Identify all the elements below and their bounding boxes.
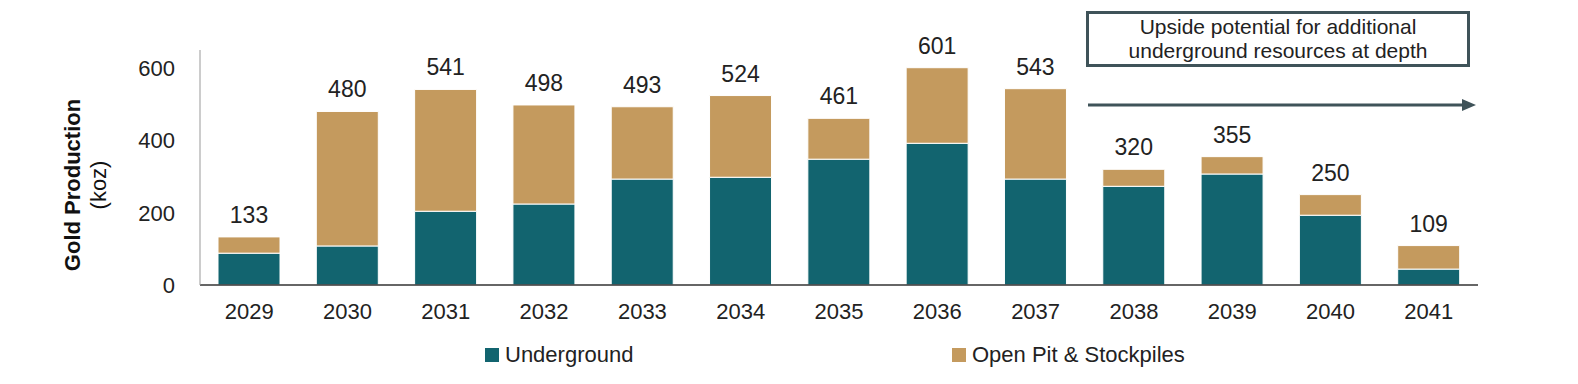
svg-text:461: 461 xyxy=(820,83,858,109)
svg-text:601: 601 xyxy=(918,33,956,59)
svg-text:2038: 2038 xyxy=(1109,299,1158,324)
svg-text:355: 355 xyxy=(1213,122,1251,148)
svg-text:2037: 2037 xyxy=(1011,299,1060,324)
svg-text:Gold Production: Gold Production xyxy=(60,99,85,271)
svg-text:250: 250 xyxy=(1311,160,1349,186)
svg-text:524: 524 xyxy=(721,61,760,87)
svg-text:200: 200 xyxy=(138,201,175,226)
svg-text:600: 600 xyxy=(138,56,175,81)
html-text:Upside potential for additiona: Upside potential for additional xyxy=(1139,15,1417,38)
svg-text:320: 320 xyxy=(1115,134,1153,160)
svg-text:2036: 2036 xyxy=(913,299,962,324)
svg-text:498: 498 xyxy=(525,70,563,96)
svg-text:2035: 2035 xyxy=(815,299,864,324)
svg-text:2040: 2040 xyxy=(1306,299,1355,324)
svg-text:2031: 2031 xyxy=(421,299,470,324)
svg-text:2029: 2029 xyxy=(225,299,274,324)
svg-text:2034: 2034 xyxy=(716,299,765,324)
html-text:underground resources at depth: underground resources at depth xyxy=(1128,39,1428,62)
svg-text:2041: 2041 xyxy=(1404,299,1453,324)
svg-text:543: 543 xyxy=(1016,54,1054,80)
svg-text:2033: 2033 xyxy=(618,299,667,324)
svg-text:541: 541 xyxy=(426,54,464,80)
svg-text:(koz): (koz) xyxy=(86,161,111,210)
svg-text:109: 109 xyxy=(1410,211,1448,237)
svg-text:2030: 2030 xyxy=(323,299,372,324)
svg-text:0: 0 xyxy=(163,273,175,298)
svg-text:2039: 2039 xyxy=(1208,299,1257,324)
svg-text:2032: 2032 xyxy=(520,299,569,324)
html-text:Underground: Underground xyxy=(505,342,634,367)
svg-text:133: 133 xyxy=(230,202,268,228)
svg-text:493: 493 xyxy=(623,72,661,98)
svg-text:400: 400 xyxy=(138,128,175,153)
svg-text:480: 480 xyxy=(328,76,366,102)
html-text:Open Pit & Stockpiles: Open Pit & Stockpiles xyxy=(972,342,1185,367)
